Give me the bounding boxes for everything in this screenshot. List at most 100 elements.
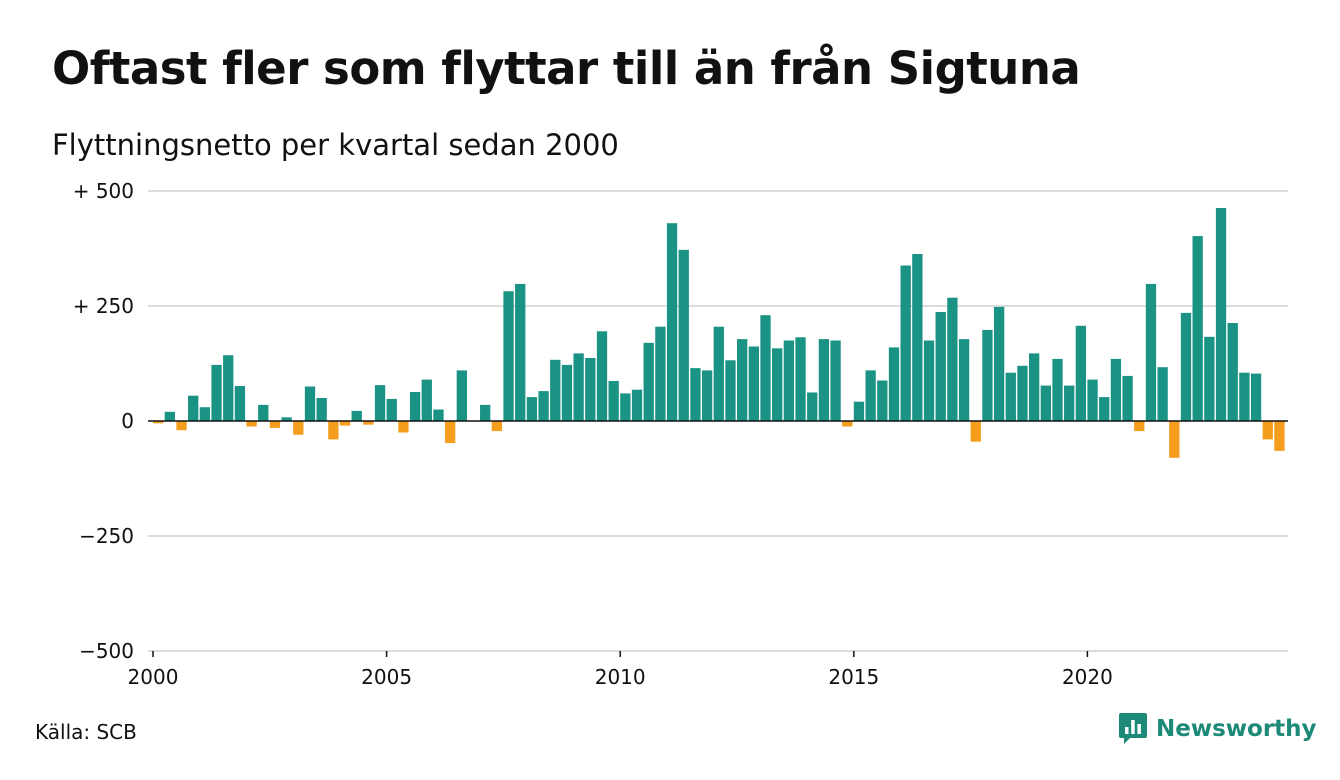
bar <box>199 407 211 421</box>
bar <box>1029 353 1040 421</box>
bar <box>958 339 970 421</box>
bar <box>538 391 549 421</box>
bar <box>573 353 584 421</box>
bar <box>1192 236 1203 421</box>
bar <box>725 360 736 421</box>
bar <box>316 398 327 421</box>
bar <box>561 364 573 421</box>
bar-series <box>153 208 1285 458</box>
bar <box>877 380 888 421</box>
bar <box>690 368 701 421</box>
bar <box>246 421 257 427</box>
bar <box>398 421 409 433</box>
bar <box>701 370 713 421</box>
bar <box>153 421 164 424</box>
bar <box>1134 421 1145 432</box>
bar <box>993 306 1005 421</box>
bar <box>1180 312 1192 421</box>
bar <box>433 409 444 421</box>
bar <box>374 385 386 421</box>
y-tick-label: + 500 <box>73 179 134 203</box>
bar <box>795 337 806 421</box>
bar <box>456 370 467 421</box>
bar <box>923 340 935 421</box>
source-label: Källa: SCB <box>35 720 137 744</box>
bar <box>1005 372 1016 421</box>
bar <box>1204 336 1215 421</box>
newsworthy-icon <box>1119 713 1147 744</box>
bar <box>643 342 654 421</box>
gridlines <box>148 190 1288 652</box>
bar <box>351 410 362 421</box>
bar <box>164 411 175 421</box>
bar-chart: + 500 + 250 0 −250 −500 2000 2005 2010 2015 2020 <box>73 179 1288 689</box>
bar <box>631 389 643 421</box>
bar <box>491 421 503 432</box>
bar <box>713 326 724 421</box>
bar <box>421 379 432 421</box>
bar <box>1017 365 1028 421</box>
bar <box>678 249 689 421</box>
bar <box>818 339 830 421</box>
bar <box>409 392 421 421</box>
bar <box>1215 208 1227 421</box>
bar <box>655 326 666 421</box>
y-tick-label: 0 <box>121 409 134 433</box>
bar <box>900 265 911 421</box>
x-tick-label: 2005 <box>361 665 412 689</box>
bar <box>888 347 900 421</box>
bar <box>363 421 374 425</box>
brand-logo[interactable]: Newsworthy <box>1118 712 1317 746</box>
bar <box>339 421 351 426</box>
bar <box>1250 373 1262 421</box>
bar <box>480 404 491 421</box>
bar <box>176 421 187 431</box>
bar <box>620 393 631 421</box>
y-tick-label: −250 <box>79 524 134 548</box>
bar <box>304 386 316 421</box>
bar <box>947 297 958 421</box>
x-tick-label: 2010 <box>595 665 646 689</box>
bar <box>234 386 246 421</box>
chart-title: Oftast fler som flyttar till än från Sig… <box>52 42 1081 95</box>
bar <box>596 331 608 421</box>
bar <box>1122 375 1133 421</box>
y-tick-label: + 250 <box>73 294 134 318</box>
bar <box>515 283 526 421</box>
y-tick-label: −500 <box>79 639 134 663</box>
bar <box>772 348 783 421</box>
bar <box>737 339 748 421</box>
bar <box>386 398 397 421</box>
bar <box>982 329 993 421</box>
bar <box>526 397 538 421</box>
bar <box>269 421 281 428</box>
bar <box>1040 385 1051 421</box>
bar <box>853 401 865 421</box>
x-tick-label: 2000 <box>128 665 179 689</box>
bar <box>608 380 619 421</box>
x-tick-label: 2020 <box>1062 665 1113 689</box>
bar <box>1064 385 1075 421</box>
brand-name: Newsworthy <box>1156 716 1317 742</box>
bar <box>258 404 269 421</box>
bar <box>666 223 678 421</box>
bar <box>1099 397 1110 421</box>
bar <box>585 357 596 421</box>
bar <box>1274 421 1285 451</box>
bar <box>1075 325 1087 421</box>
bar <box>1110 358 1122 421</box>
bar <box>1052 358 1063 421</box>
bar <box>783 340 795 421</box>
chart-subtitle: Flyttningsnetto per kvartal sedan 2000 <box>52 128 619 162</box>
bar <box>1169 421 1180 458</box>
bar <box>1145 283 1157 421</box>
x-axis: 2000 2005 2010 2015 2020 <box>128 651 1113 689</box>
bar <box>760 315 771 421</box>
bar <box>1227 323 1238 421</box>
bar <box>1262 421 1273 440</box>
bar <box>223 355 234 421</box>
bar <box>865 370 876 421</box>
bar <box>1157 367 1168 421</box>
bar <box>830 340 841 421</box>
bar <box>807 392 818 421</box>
